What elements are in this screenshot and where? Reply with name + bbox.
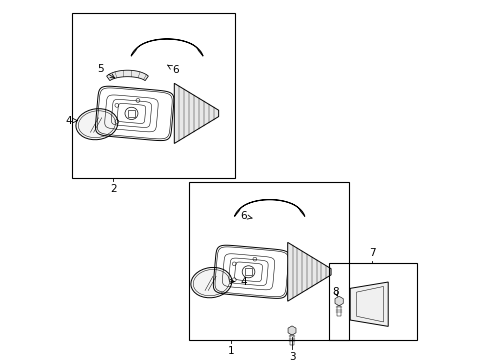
Polygon shape: [287, 242, 330, 301]
Text: 2: 2: [110, 184, 116, 194]
Ellipse shape: [76, 109, 118, 140]
Polygon shape: [334, 296, 343, 306]
Polygon shape: [131, 39, 203, 56]
Ellipse shape: [190, 267, 231, 298]
Text: 5: 5: [97, 64, 114, 78]
Text: 3: 3: [288, 352, 295, 360]
Text: 8: 8: [332, 287, 339, 297]
Polygon shape: [234, 199, 304, 216]
Text: 7: 7: [368, 248, 375, 258]
Polygon shape: [174, 83, 218, 144]
Text: 4: 4: [230, 276, 247, 287]
Polygon shape: [106, 70, 148, 81]
Text: 1: 1: [227, 346, 234, 356]
Polygon shape: [349, 282, 387, 327]
Text: 4: 4: [65, 116, 77, 126]
Text: 6: 6: [167, 65, 179, 75]
Polygon shape: [287, 326, 295, 335]
Text: 6: 6: [239, 211, 251, 221]
